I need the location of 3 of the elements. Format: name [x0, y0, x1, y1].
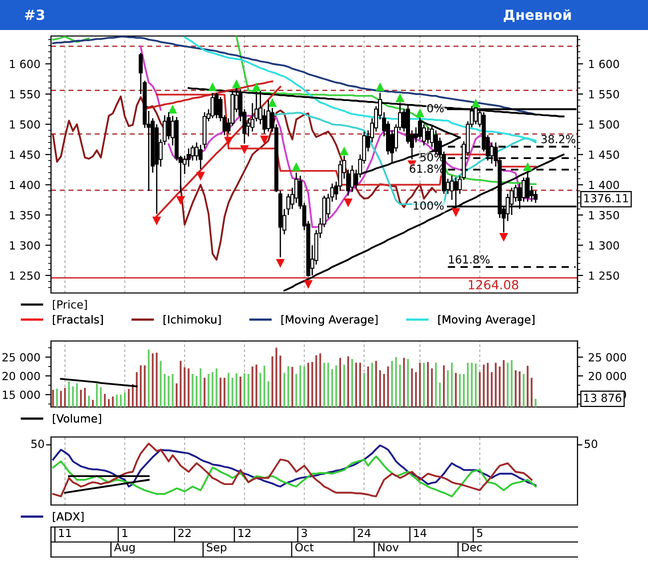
x-tick-label: Nov: [378, 543, 399, 552]
x-tick-label: Dec: [462, 543, 482, 552]
x-tick-label: Sep: [206, 542, 226, 554]
